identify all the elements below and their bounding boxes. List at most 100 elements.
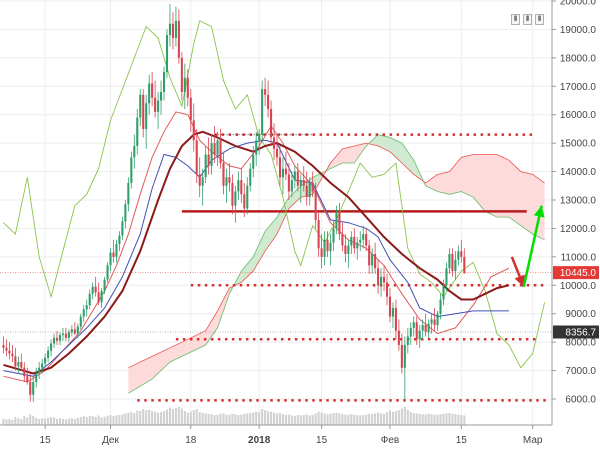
volume-bar <box>207 413 210 425</box>
x-tick-label: 15 <box>316 435 328 446</box>
candle-body <box>356 242 359 249</box>
volume-bar <box>29 414 32 425</box>
volume-bar <box>70 418 73 425</box>
candle-body <box>412 322 415 328</box>
volume-bar <box>442 413 445 425</box>
candle-body <box>100 290 103 303</box>
candle-body <box>460 251 463 257</box>
candle-body <box>130 157 133 183</box>
y-tick-label: 13000.0 <box>560 196 597 207</box>
candle-body <box>121 221 124 236</box>
candle-body <box>133 145 136 158</box>
volume-bar <box>61 419 64 425</box>
candle-body <box>228 177 231 183</box>
cloud-segment <box>401 143 414 175</box>
y-tick-label: 9000.0 <box>565 309 596 320</box>
volume-bar <box>228 415 231 425</box>
candle-body <box>168 23 172 36</box>
candle-body <box>424 325 427 333</box>
candle-body <box>64 333 67 338</box>
volume-bar <box>47 417 50 425</box>
candle-body <box>94 286 97 293</box>
volume-bar <box>403 407 406 425</box>
forecast-arrows <box>510 205 545 288</box>
y-tick-label: 14000.0 <box>560 167 597 178</box>
cloud-segment <box>152 347 170 380</box>
volume-bar <box>100 417 103 425</box>
candle-body <box>17 362 20 367</box>
chart-button-3[interactable]: ▮ <box>535 14 544 25</box>
candle-body <box>350 236 353 246</box>
volume-bar <box>287 414 290 425</box>
volume-bar <box>171 409 174 425</box>
volume-bar <box>374 413 377 425</box>
candle-body <box>213 143 216 155</box>
volume-bar <box>14 417 17 425</box>
arrow-head <box>514 274 525 287</box>
y-tick-label: 8000.0 <box>565 338 596 349</box>
volume-bar <box>252 412 255 425</box>
volume-bar <box>365 414 368 425</box>
candle-body <box>145 103 148 129</box>
candle-body <box>50 343 53 351</box>
volume-bar <box>115 415 118 425</box>
volume-bar <box>20 419 23 425</box>
cloud-segment <box>187 330 206 354</box>
volume-bar <box>451 413 454 425</box>
candle-body <box>32 381 35 395</box>
volume-bar <box>341 414 344 425</box>
volume-bar <box>35 417 38 425</box>
volume-bar <box>106 415 109 425</box>
cloud-segment <box>169 339 188 363</box>
volume-bar <box>290 415 293 425</box>
candle-body <box>400 344 403 368</box>
volume-bar <box>377 412 380 425</box>
volume-bar <box>154 411 157 425</box>
volume-bar <box>41 418 44 425</box>
volume-bar <box>314 413 317 425</box>
volume-bar <box>52 417 56 425</box>
volume-bar <box>380 413 383 425</box>
candle-body <box>76 326 79 334</box>
candle-body <box>55 337 59 341</box>
candle-body <box>442 285 445 300</box>
volume-bar <box>424 414 427 425</box>
candle-body <box>439 299 442 314</box>
x-tick-label: 18 <box>185 435 197 446</box>
candle-body <box>362 234 365 240</box>
candle-body <box>136 117 139 146</box>
volume-bar <box>436 414 439 425</box>
volume-bar <box>454 414 457 425</box>
volume-bar <box>368 413 371 425</box>
chart-button-2[interactable]: ▮ <box>523 14 532 25</box>
volume-bar <box>112 416 115 425</box>
candle-body <box>171 23 174 38</box>
candle-body <box>52 337 56 344</box>
volume-bar <box>400 408 403 425</box>
volume-bar <box>177 407 180 425</box>
cloud-segment <box>520 171 533 235</box>
candle-body <box>79 316 82 327</box>
candle-body <box>281 168 284 178</box>
volume-bar <box>356 415 359 425</box>
cloud-segment <box>342 145 355 164</box>
candle-body <box>160 91 163 101</box>
candle-body <box>106 265 109 280</box>
chart-button-1[interactable]: ▮ <box>511 14 520 25</box>
volume-bar <box>124 413 127 425</box>
volume-bar <box>272 412 276 425</box>
volume-bar <box>397 410 400 425</box>
volume-bar <box>76 417 79 425</box>
volume-bar <box>371 414 374 425</box>
candle-body <box>270 109 273 138</box>
cloud-segment <box>277 197 289 235</box>
candle-body <box>457 251 460 260</box>
cloud-segment <box>437 171 450 195</box>
volume-bar <box>249 413 252 425</box>
candle-body <box>8 350 11 354</box>
cloud-segment <box>288 185 301 209</box>
volume-bar <box>2 418 5 425</box>
volume-bar <box>457 414 460 425</box>
x-axis-bg <box>0 425 600 449</box>
